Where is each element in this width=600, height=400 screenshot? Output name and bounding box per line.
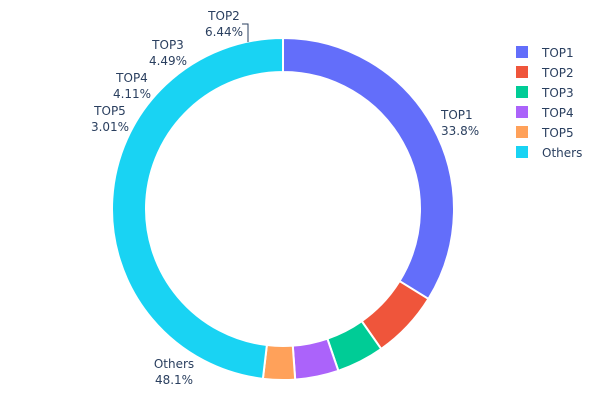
slice-top5[interactable]: [261, 343, 297, 381]
legend-item-others[interactable]: Others: [516, 146, 582, 160]
legend-label: TOP5: [541, 126, 574, 140]
top2-connector-line: [242, 23, 249, 42]
legend-item-top5[interactable]: TOP5: [516, 126, 574, 140]
legend-label: TOP4: [541, 106, 574, 120]
slice-label: TOP1: [440, 108, 473, 122]
legend-item-top3[interactable]: TOP3: [516, 86, 574, 100]
legend-swatch: [516, 46, 528, 58]
legend-item-top4[interactable]: TOP4: [516, 106, 574, 120]
slice-label: TOP5: [93, 104, 126, 118]
legend-label: TOP1: [541, 46, 574, 60]
legend-label: TOP2: [541, 66, 574, 80]
legend: TOP1 TOP2 TOP3 TOP4 TOP5 Others: [516, 46, 582, 160]
slice-others[interactable]: [110, 36, 284, 380]
legend-item-top1[interactable]: TOP1: [516, 46, 574, 60]
legend-label: TOP3: [541, 86, 574, 100]
legend-swatch: [516, 126, 528, 138]
slice-label: TOP4: [115, 71, 148, 85]
slice-label: TOP3: [151, 38, 184, 52]
legend-swatch: [516, 86, 528, 98]
slice-label: Others: [154, 357, 194, 371]
slice-top1[interactable]: [282, 36, 455, 301]
slice-value-label: 6.44%: [205, 25, 243, 39]
slice-label: TOP2: [207, 9, 240, 23]
legend-item-top2[interactable]: TOP2: [516, 66, 574, 80]
slice-value-label: 4.49%: [149, 54, 187, 68]
legend-label: Others: [542, 146, 582, 160]
slices: [110, 36, 455, 381]
legend-swatch: [516, 106, 528, 118]
slice-value-label: 48.1%: [155, 373, 193, 387]
slice-value-label: 3.01%: [91, 120, 129, 134]
legend-swatch: [516, 66, 528, 78]
legend-swatch: [516, 146, 528, 158]
slice-value-label: 4.11%: [113, 87, 151, 101]
slice-labels: TOP1 33.8% TOP2 6.44% TOP3 4.49%TOP4 4.11% TOP5…: [91, 9, 479, 387]
slice-value-label: 33.8%: [441, 124, 479, 138]
